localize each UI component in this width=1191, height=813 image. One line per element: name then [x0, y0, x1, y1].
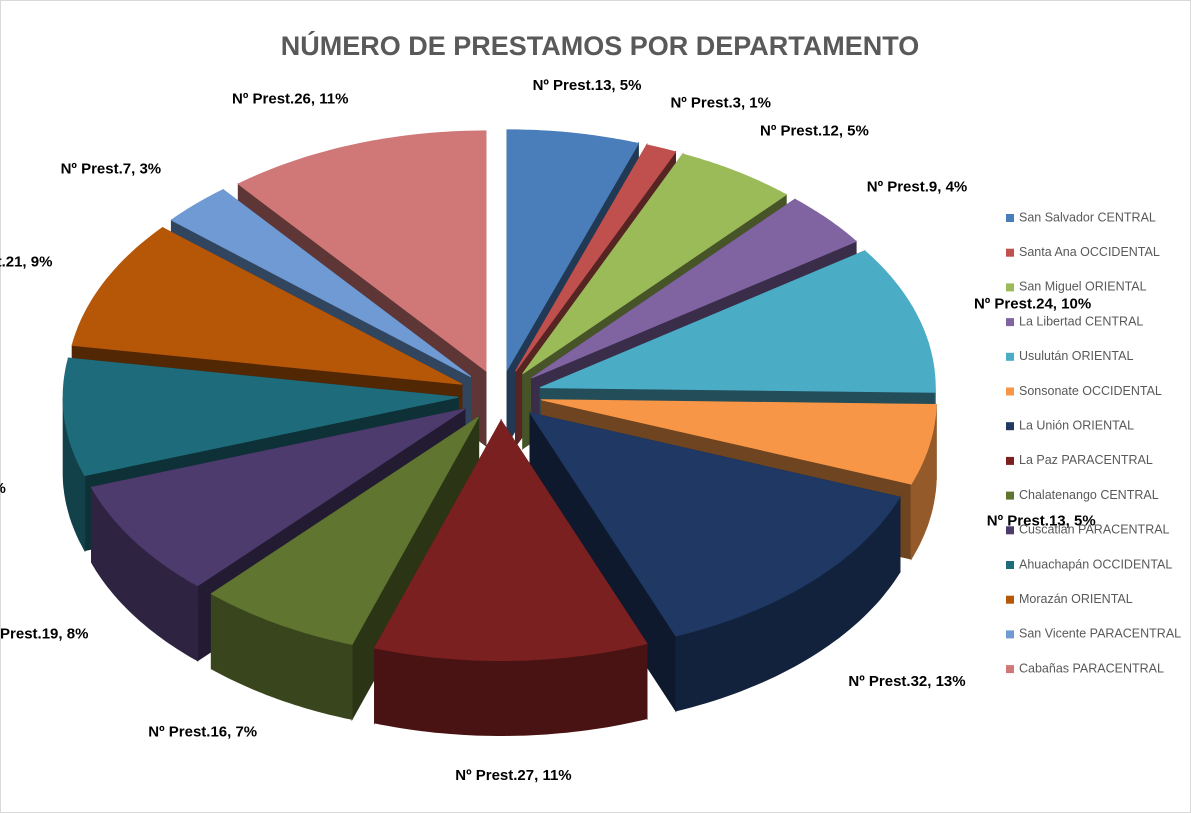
- data-label: Nº Prest.19, 8%: [0, 480, 6, 497]
- data-label: Nº Prest.12, 5%: [760, 123, 869, 140]
- legend-marker: [1006, 283, 1014, 292]
- legend-marker: [1006, 352, 1014, 361]
- legend-marker: [1006, 214, 1014, 222]
- data-label: Nº Prest.27, 11%: [455, 767, 571, 784]
- legend-marker: [1006, 422, 1014, 431]
- slice-top: [71, 227, 463, 385]
- legend-label: San Vicente PARACENTRAL: [1019, 627, 1181, 641]
- data-label: Nº Prest.19, 8%: [0, 625, 88, 642]
- legend-label: Cabañas PARACENTRAL: [1019, 661, 1164, 675]
- slice-top: [540, 250, 936, 393]
- legend-label: La Paz PARACENTRAL: [1019, 453, 1153, 467]
- slice-top: [90, 408, 466, 587]
- legend-label: Ahuachapán OCCIDENTAL: [1019, 557, 1172, 571]
- legend-marker: [1006, 248, 1014, 257]
- data-label: Nº Prest.13, 5%: [533, 77, 642, 94]
- legend-label: Chalatenango CENTRAL: [1019, 488, 1159, 502]
- slice-top: [237, 130, 487, 372]
- legend-marker: [1006, 630, 1014, 639]
- legend-label: Morazán ORIENTAL: [1019, 592, 1133, 606]
- legend-label: Santa Ana OCCIDENTAL: [1019, 245, 1160, 259]
- data-label: Nº Prest.16, 7%: [148, 723, 257, 740]
- data-label: Nº Prest.24, 10%: [974, 295, 1091, 312]
- legend-label: Usulután ORIENTAL: [1019, 349, 1133, 363]
- legend-marker: [1006, 561, 1014, 569]
- slice-top: [515, 144, 677, 372]
- chart-title: NÚMERO DE PRESTAMOS POR DEPARTAMENTO: [281, 30, 920, 61]
- slice-top: [528, 412, 901, 637]
- legend-label: San Salvador CENTRAL: [1019, 210, 1156, 224]
- slice-top: [506, 129, 640, 372]
- slice-top: [62, 357, 459, 477]
- data-label: Nº Prest.26, 11%: [232, 90, 348, 107]
- data-label: Nº Prest.13, 5%: [987, 512, 1096, 529]
- legend-marker: [1006, 665, 1014, 674]
- legend-marker: [1006, 595, 1014, 604]
- legend-marker: [1006, 491, 1014, 500]
- legend-marker: [1006, 456, 1014, 465]
- slice: [373, 418, 648, 736]
- data-label: Nº Prest.3, 1%: [670, 95, 771, 112]
- legend-label: La Unión ORIENTAL: [1019, 418, 1134, 432]
- legend-label: Sonsonate OCCIDENTAL: [1019, 384, 1162, 398]
- legend-marker: [1006, 318, 1014, 327]
- legend-marker: [1006, 387, 1014, 396]
- data-label: Nº Prest.9, 4%: [867, 178, 968, 195]
- data-label: Nº Prest.21, 9%: [0, 253, 52, 270]
- legend-marker: [1006, 526, 1014, 535]
- legend-label: San Miguel ORIENTAL: [1019, 280, 1147, 294]
- slice-top: [541, 399, 937, 485]
- slice-top: [373, 419, 648, 661]
- slice-top: [522, 153, 788, 375]
- slice-top: [210, 416, 480, 645]
- legend-label: Cuscatlán PARACENTRAL: [1019, 523, 1170, 537]
- data-label: Nº Prest.32, 13%: [848, 673, 965, 690]
- legend-label: La Libertad CENTRAL: [1019, 314, 1143, 328]
- slice-top: [531, 198, 858, 379]
- data-label: Nº Prest.7, 3%: [61, 161, 162, 178]
- slice-top: [170, 189, 472, 378]
